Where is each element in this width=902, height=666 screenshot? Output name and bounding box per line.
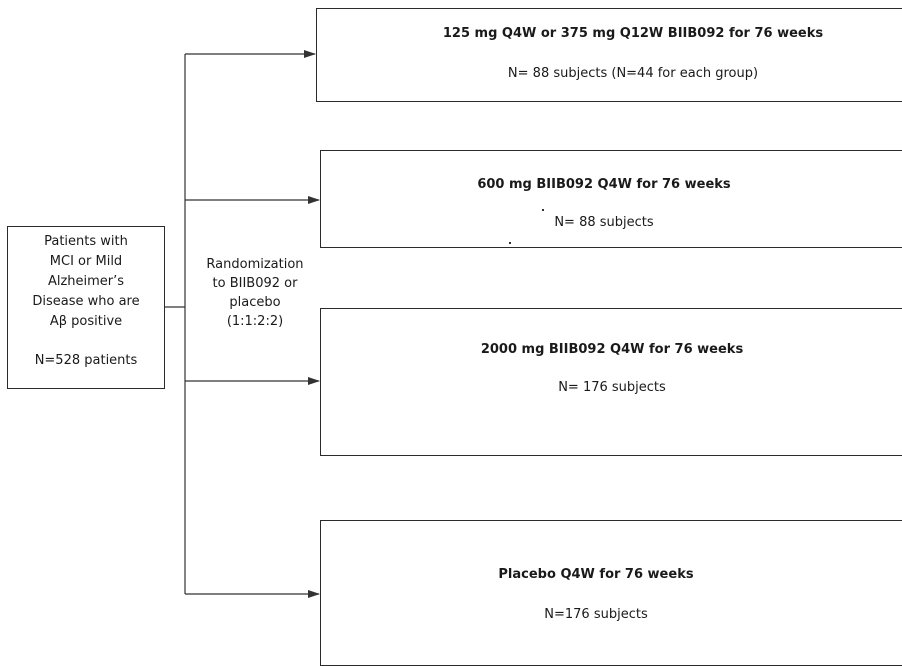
source-line-2: MCI or Mild bbox=[49, 254, 123, 269]
randomization-line-3: placebo bbox=[229, 295, 281, 310]
arm-box-3: 2000 mg BIIB092 Q4W for 76 weeks N= 176 … bbox=[320, 308, 902, 456]
stray-dot-2 bbox=[509, 242, 511, 244]
arm-4-title: Placebo Q4W for 76 weeks bbox=[498, 567, 694, 582]
arm-4-subjects: N=176 subjects bbox=[544, 607, 648, 622]
source-population-box: Patients with MCI or Mild Alzheimer’s Di… bbox=[7, 226, 165, 389]
source-line-3: Alzheimer’s bbox=[47, 274, 125, 289]
arm-box-4: Placebo Q4W for 76 weeks N=176 subjects bbox=[320, 520, 902, 666]
randomization-line-2: to BIIB092 or bbox=[212, 276, 298, 291]
stray-dot-1 bbox=[542, 209, 544, 211]
arm-1-title: 125 mg Q4W or 375 mg Q12W BIIB092 for 76… bbox=[442, 26, 824, 41]
arm-2-subjects: N= 88 subjects bbox=[554, 215, 654, 230]
source-patient-count: N=528 patients bbox=[34, 353, 138, 368]
randomization-line-1: Randomization bbox=[206, 257, 304, 272]
randomization-line-4: (1:1:2:2) bbox=[226, 314, 284, 329]
arm-3-title: 2000 mg BIIB092 Q4W for 76 weeks bbox=[480, 342, 744, 357]
source-line-5: Aβ positive bbox=[49, 314, 123, 329]
source-line-1: Patients with bbox=[44, 234, 128, 249]
randomization-label: Randomization to BIIB092 or placebo (1:1… bbox=[190, 255, 320, 331]
arm-3-subjects: N= 176 subjects bbox=[558, 380, 666, 395]
arm-box-1: 125 mg Q4W or 375 mg Q12W BIIB092 for 76… bbox=[316, 8, 902, 102]
source-line-4: Disease who are bbox=[32, 294, 140, 309]
arm-box-2: 600 mg BIIB092 Q4W for 76 weeks N= 88 su… bbox=[320, 150, 902, 248]
arm-1-subjects: N= 88 subjects (N=44 for each group) bbox=[507, 66, 759, 81]
arm-2-title: 600 mg BIIB092 Q4W for 76 weeks bbox=[477, 177, 731, 192]
